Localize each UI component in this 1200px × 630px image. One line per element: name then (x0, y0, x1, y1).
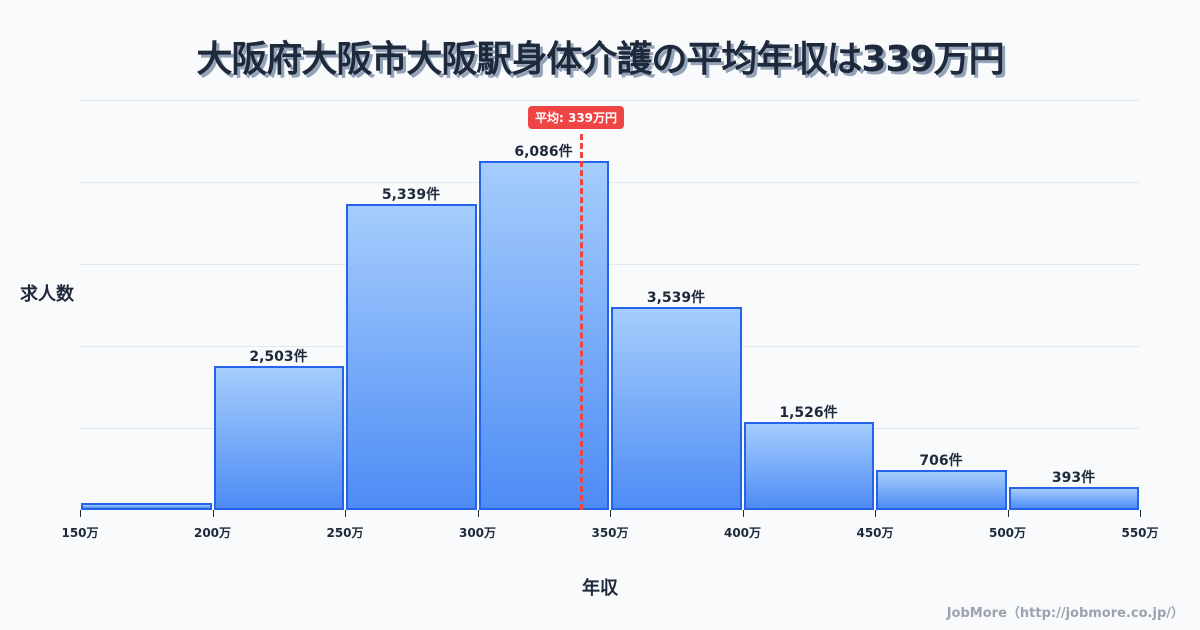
x-tick (610, 510, 611, 517)
histogram-bar (213, 366, 344, 510)
x-tick-label: 250万 (326, 526, 364, 540)
x-tick (1007, 510, 1009, 517)
bar-value-label: 1,526件 (779, 405, 838, 422)
x-tick (1140, 510, 1141, 517)
x-tick (742, 510, 744, 517)
x-tick (80, 510, 81, 517)
footer-credit: JobMore（http://jobmore.co.jp/） (946, 606, 1184, 621)
gridline (80, 428, 1140, 429)
chart-title: 大阪府大阪市大阪駅身体介護の平均年収は339万円 (196, 39, 1004, 80)
bar-value-label: 6,086件 (514, 144, 573, 160)
y-axis-label: 求人数 (20, 284, 74, 305)
histogram-bar (876, 469, 1007, 510)
histogram-bar (81, 502, 212, 510)
x-tick-label: 400万 (723, 526, 762, 540)
x-tick-label: 150万 (61, 526, 99, 540)
x-axis-label: 年収 (582, 578, 618, 599)
histogram-bar (1008, 487, 1139, 510)
bar-value-label: 3,539件 (646, 290, 706, 307)
x-tick (875, 510, 876, 517)
x-tick-label: 350万 (591, 526, 629, 540)
x-tick-label: 500万 (988, 526, 1027, 540)
histogram-bar (743, 422, 874, 510)
gridline (80, 264, 1140, 265)
gridline (80, 100, 1140, 101)
bar-value-label: 5,339件 (381, 186, 441, 203)
x-tick-label: 450万 (856, 526, 894, 540)
x-tick (345, 510, 346, 517)
gridline (80, 346, 1140, 347)
gridline (80, 182, 1140, 183)
mean-line (580, 134, 583, 510)
histogram-bar (611, 307, 742, 510)
x-tick-label: 300万 (458, 526, 497, 540)
x-tick (477, 510, 479, 517)
mean-badge: 平均: 339万円 (528, 106, 625, 129)
x-tick-label: 550万 (1121, 526, 1159, 540)
bar-value-label: 2,503件 (249, 349, 308, 366)
bar-value-label: 393件 (1051, 470, 1096, 487)
bar-value-label: 706件 (919, 452, 963, 469)
histogram-bar (478, 161, 609, 510)
x-tick-label: 200万 (193, 526, 232, 540)
histogram-bar (346, 203, 477, 510)
x-tick (212, 510, 214, 517)
